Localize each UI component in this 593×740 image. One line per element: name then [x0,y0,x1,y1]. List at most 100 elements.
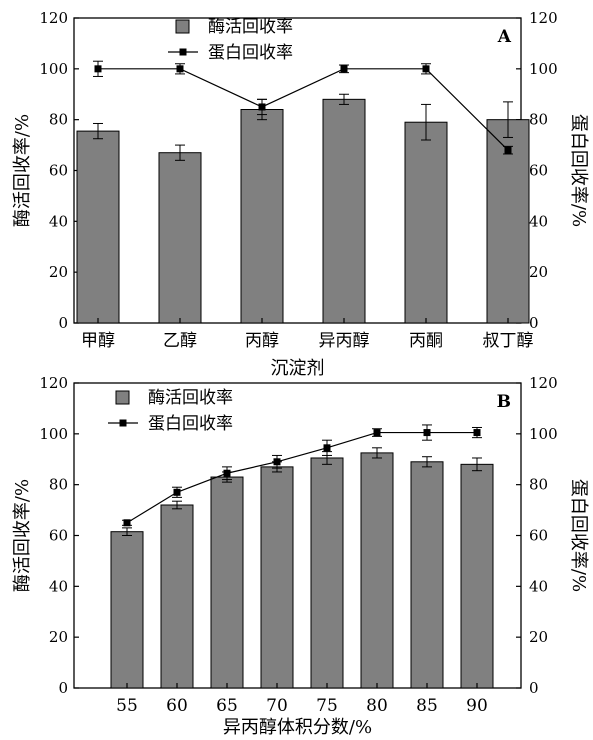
data-point [340,65,348,73]
legend-label-bar: 酶活回收率 [208,17,293,37]
line-series [93,60,513,155]
data-point [94,65,102,73]
plot-frame [73,17,522,324]
data-point [223,469,231,477]
y-tick-label: 80 [49,476,68,494]
y2-tick-label: 120 [529,374,558,392]
legend-swatch-marker [179,48,187,56]
y-axis-title: 酶活回收率/% [12,114,33,227]
x-axis: 55 60 65 70 75 80 85 90 [116,683,488,716]
legend-label-line: 蛋白回收率 [148,414,233,434]
x-tick-label: 70 [266,696,288,716]
y2-tick-label: 20 [529,263,548,281]
x-axis: 甲醇 乙醇 丙醇 异丙醇 丙酮 叔丁醇 [81,318,534,351]
data-point [173,488,181,496]
y-tick-label: 20 [49,628,68,646]
right-y-axis: 0 20 40 60 80 100 120 [516,374,558,697]
left-y-axis: 0 20 40 60 80 100 120 [39,374,79,697]
y-tick-label: 20 [49,263,68,281]
line-series [122,424,482,527]
x-tick-label: 异丙醇 [319,331,370,351]
panel-letter: B [497,392,511,412]
x-axis-title: 异丙醇体积分数/% [223,717,372,738]
x-tick-label: 丙酮 [409,331,443,351]
bar [460,463,494,689]
y2-tick-label: 40 [529,577,548,595]
y2-axis-title: 蛋白回收率/% [568,479,589,592]
bar [158,152,202,324]
y2-axis-title: 蛋白回收率/% [568,114,589,227]
x-tick-label: 90 [466,696,488,716]
data-point [258,103,266,111]
y-tick-label: 80 [49,111,68,129]
panel-b: 0 20 40 60 80 100 120 0 20 40 60 80 100 120 55 60 65 70 75… [12,374,589,738]
y2-tick-label: 120 [529,9,558,27]
y-axis-title: 酶活回收率/% [12,479,33,592]
bar [404,121,448,324]
y-tick-label: 120 [39,9,68,27]
right-y-axis: 0 20 40 60 80 100 120 [516,9,558,332]
x-tick-label: 85 [416,696,438,716]
panel-letter: A [497,27,512,47]
series-line [126,431,477,524]
y2-tick-label: 80 [529,476,548,494]
legend-label-line: 蛋白回收率 [208,43,293,63]
left-y-axis: 0 20 40 60 80 100 120 [39,9,79,332]
x-tick-label: 乙醇 [163,331,197,351]
x-tick-label: 60 [166,696,188,716]
data-point [422,65,430,73]
x-tick-label: 丙醇 [245,331,279,351]
y-tick-label: 100 [39,425,68,443]
bar-series [110,447,494,689]
y-tick-label: 100 [39,60,68,78]
legend-swatch-marker [119,419,127,427]
data-point [176,65,184,73]
data-point [323,444,331,452]
bar [260,466,294,689]
x-tick-label: 55 [116,696,138,716]
data-point [423,429,431,437]
y2-tick-label: 80 [529,111,548,129]
x-axis-title: 沉淀剂 [271,358,325,379]
y-tick-label: 0 [58,679,68,697]
data-point [473,429,481,437]
legend-swatch-bar [175,19,190,34]
data-point [273,458,281,466]
y2-tick-label: 100 [529,425,558,443]
y-tick-label: 120 [39,374,68,392]
data-point [504,146,512,154]
y-tick-label: 40 [49,577,68,595]
bar [360,452,394,689]
x-tick-label: 叔丁醇 [483,331,534,351]
legend-swatch-bar [115,390,130,405]
y-tick-label: 40 [49,212,68,230]
y2-tick-label: 0 [529,679,539,697]
bar [310,457,344,689]
y2-tick-label: 40 [529,212,548,230]
series-line [98,68,509,151]
bar [322,98,366,324]
y2-tick-label: 0 [529,314,539,332]
data-point [123,519,131,527]
legend-label-bar: 酶活回收率 [148,388,233,408]
y2-tick-label: 20 [529,628,548,646]
x-tick-label: 65 [216,696,238,716]
bar [110,531,144,689]
bar-series [76,93,530,324]
bar [160,504,194,689]
bar [240,109,284,324]
y-tick-label: 60 [49,527,68,545]
y-tick-label: 60 [49,162,68,180]
x-tick-label: 甲醇 [81,331,115,351]
x-tick-label: 75 [316,696,338,716]
panel-a: 0 20 40 60 80 100 120 0 20 40 60 80 100 120 甲醇 乙醇 丙醇 异丙醇 丙… [12,9,589,379]
y2-tick-label: 100 [529,60,558,78]
bar [210,476,244,689]
bar [76,130,120,324]
y2-tick-label: 60 [529,527,548,545]
data-point [373,429,381,437]
x-tick-label: 80 [366,696,388,716]
